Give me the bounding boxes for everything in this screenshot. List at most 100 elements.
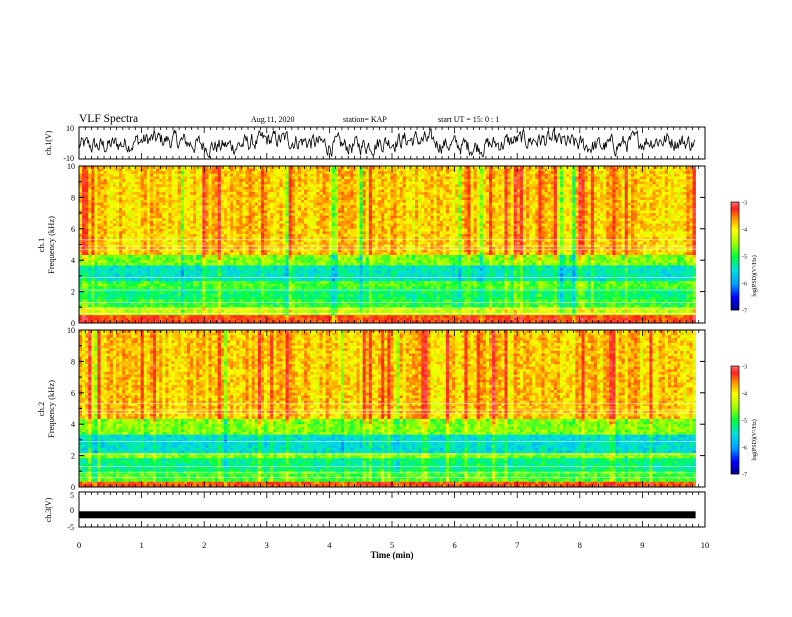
ch1-spectrogram-cell [659, 179, 662, 182]
ch1-spectrogram-cell [538, 169, 541, 172]
ch1-spectrogram-cell [397, 174, 400, 177]
ch1-spectrogram-cell [511, 176, 514, 179]
ch1-spectrogram-cell [233, 179, 236, 182]
ch1-spectrogram-cell [520, 179, 523, 182]
ch1-spectrogram-cell [264, 176, 267, 179]
ch1-spectrogram-cell [693, 174, 696, 177]
ch1-spectrogram-cell [659, 174, 662, 177]
ch1-spectrogram-cell [662, 176, 665, 179]
ch1-spectrogram-cell [622, 174, 625, 177]
ch1-spectrogram-cell [652, 179, 655, 182]
ch1-spectrogram-cell [594, 171, 597, 174]
ch1-spectrogram-cell [557, 174, 560, 177]
ch1-spectrogram-cell [202, 179, 205, 182]
ch1-spectrogram-cell [276, 174, 279, 177]
ch1-spectrogram-cell [298, 169, 301, 172]
ch1-spectrogram-cell [82, 179, 85, 182]
ch1-spectrogram-cell [329, 176, 332, 179]
ch1-spectrogram-cell [378, 176, 381, 179]
ch1-spectrogram-cell [218, 169, 221, 172]
ch1-spectrogram-cell [665, 169, 668, 172]
ch1-spectrogram-cell [640, 176, 643, 179]
ch1-spectrogram-cell [242, 182, 245, 185]
ch1-spectrogram-cell [344, 179, 347, 182]
ch1-spectrogram-cell [350, 174, 353, 177]
ch1-spectrogram-cell [332, 171, 335, 174]
ch1-spectrogram-cell [196, 176, 199, 179]
ch1-spectrogram-cell [511, 169, 514, 172]
ch1-spectrogram-cell [591, 169, 594, 172]
ch1-spectrogram-cell [267, 171, 270, 174]
ch1-spectrogram-cell [606, 179, 609, 182]
ch1-spectrogram-cell [236, 176, 239, 179]
ch1-spectrogram-cell [245, 174, 248, 177]
ch1-spectrogram-cell [671, 176, 674, 179]
ch1-spectrogram-cell [116, 176, 119, 179]
ch1-spectrogram-cell [464, 169, 467, 172]
ch1-spectrogram-cell [168, 182, 171, 185]
ch1-spectrogram-cell [458, 174, 461, 177]
ch1-spectrogram-cell [372, 179, 375, 182]
ch1-spectrogram-cell [455, 169, 458, 172]
ch1-spectrogram-cell [224, 182, 227, 185]
ch1-spectrogram-cell [101, 182, 104, 185]
ch1-spectrogram-cell [554, 179, 557, 182]
ch1-spectrogram-cell [239, 171, 242, 174]
ch1-spectrogram-cell [316, 169, 319, 172]
ch1-spectrogram-cell [674, 176, 677, 179]
ch1-spectrogram-cell [190, 174, 193, 177]
ch1-spectrogram-cell [171, 174, 174, 177]
ch1-spectrogram-cell [693, 176, 696, 179]
ch1-spectrogram-cell [156, 169, 159, 172]
ch1-spectrogram-cell [643, 174, 646, 177]
ch1-spectrogram-cell [582, 174, 585, 177]
ch1-spectrogram-cell [427, 169, 430, 172]
ch1-spectrogram-cell [532, 174, 535, 177]
ch1-spectrogram-image [79, 166, 696, 323]
ch1-spectrogram-cell [492, 174, 495, 177]
ch1-spectrogram-cell [242, 174, 245, 177]
ch1-spectrogram-cell [335, 169, 338, 172]
ch1-spectrogram-cell [646, 174, 649, 177]
ch1-spectrogram-cell [649, 179, 652, 182]
ch1-spectrogram-cell [403, 179, 406, 182]
ch1-spectrogram-cell [119, 179, 122, 182]
ch1-spectrogram-cell [548, 176, 551, 179]
ch1-spectrogram-cell [594, 169, 597, 172]
ch1-spectrogram-cell [323, 169, 326, 172]
ch1-spectrogram-cell [178, 169, 181, 172]
ch1-spectrogram-cell [341, 169, 344, 172]
ch1-spectrogram-cell [224, 171, 227, 174]
ch1-spectrogram-cell [514, 171, 517, 174]
ch1-spectrogram-cell [122, 182, 125, 185]
ch1-spectrogram-cell [625, 174, 628, 177]
ch1-spectrogram-cell [131, 176, 134, 179]
ch1-spectrogram-cell [393, 174, 396, 177]
ch1-spectrogram-cell [412, 174, 415, 177]
ch1-spectrogram-cell [643, 179, 646, 182]
ch1-spectrogram-cell [338, 174, 341, 177]
ch1-spectrogram-cell [566, 174, 569, 177]
ch1-spectrogram-cell [304, 171, 307, 174]
ch1-spectrogram-cell [91, 176, 94, 179]
ch1-spectrogram-cell [680, 176, 683, 179]
ch1-spectrogram-cell [205, 174, 208, 177]
ch1-spectrogram-cell [366, 174, 369, 177]
ch1-spectrogram-cell [532, 176, 535, 179]
ch1-spectrogram-cell [171, 179, 174, 182]
ch1-spectrogram-cell [582, 179, 585, 182]
ch1-spectrogram-cell [356, 174, 359, 177]
ch1-spectrogram-cell [597, 174, 600, 177]
ch1-spectrogram-cell [572, 174, 575, 177]
ch1-spectrogram-cell [366, 176, 369, 179]
ch1-spectrogram-cell [292, 174, 295, 177]
ch1-spectrogram-cell [181, 169, 184, 172]
ch1-spectrogram-cell [446, 176, 449, 179]
ch1-spectrogram-cell [181, 179, 184, 182]
ch1-spectrogram-cell [437, 174, 440, 177]
ch1-spectrogram-cell [360, 179, 363, 182]
ch1-spectrogram-cell [307, 179, 310, 182]
ch1-spectrogram-cell [125, 176, 128, 179]
ch1-spectrogram-cell [212, 179, 215, 182]
ch1-spectrogram-cell [279, 174, 282, 177]
